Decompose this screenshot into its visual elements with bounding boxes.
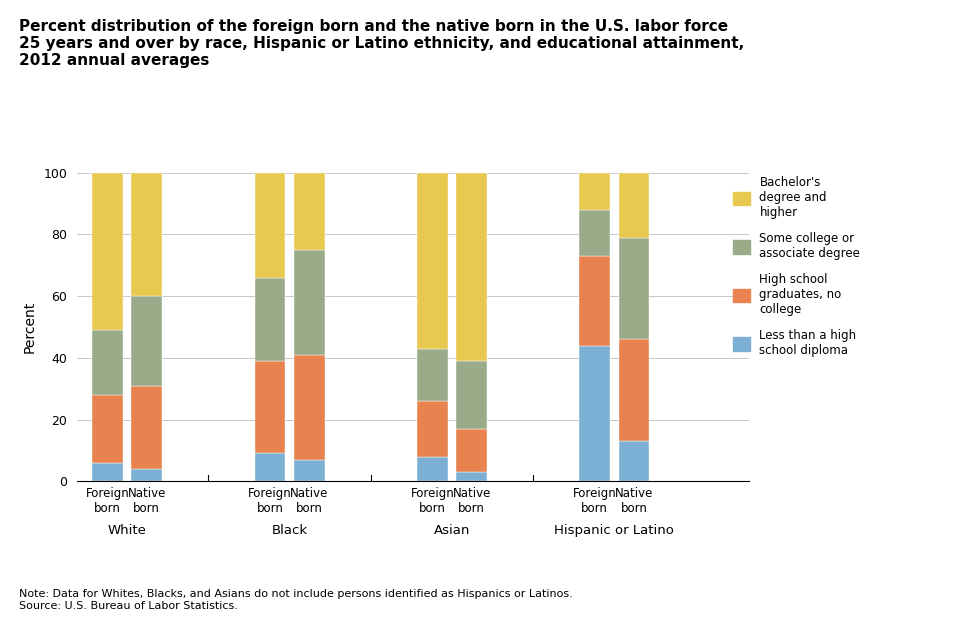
Bar — [456, 361, 487, 429]
Bar — [580, 173, 611, 210]
Bar — [254, 361, 285, 453]
Legend: Bachelor's
degree and
higher, Some college or
associate degree, High school
grad: Bachelor's degree and higher, Some colle… — [730, 173, 864, 360]
Text: Black: Black — [272, 524, 307, 537]
Bar — [92, 330, 123, 395]
Bar — [618, 238, 649, 339]
Bar — [294, 460, 324, 481]
Bar — [294, 250, 324, 355]
Bar — [417, 457, 447, 481]
Bar — [254, 173, 285, 278]
Bar — [254, 278, 285, 361]
Bar — [456, 429, 487, 472]
Bar — [580, 346, 611, 481]
Bar — [132, 469, 162, 481]
Text: Hispanic or Latino: Hispanic or Latino — [555, 524, 674, 537]
Text: Percent distribution of the foreign born and the native born in the U.S. labor f: Percent distribution of the foreign born… — [19, 19, 744, 68]
Bar — [132, 173, 162, 296]
Bar — [580, 256, 611, 346]
Y-axis label: Percent: Percent — [22, 301, 36, 353]
Bar — [132, 386, 162, 469]
Bar — [618, 339, 649, 441]
Bar — [132, 296, 162, 386]
Text: Note: Data for Whites, Blacks, and Asians do not include persons identified as H: Note: Data for Whites, Blacks, and Asian… — [19, 589, 573, 611]
Bar — [618, 173, 649, 238]
Bar — [618, 441, 649, 481]
Bar — [92, 395, 123, 463]
Text: Asian: Asian — [434, 524, 470, 537]
Bar — [580, 210, 611, 256]
Bar — [417, 401, 447, 457]
Bar — [294, 173, 324, 250]
Bar — [254, 453, 285, 481]
Bar — [417, 349, 447, 401]
Bar — [92, 173, 123, 330]
Bar — [417, 173, 447, 349]
Bar — [456, 472, 487, 481]
Bar — [456, 173, 487, 361]
Text: White: White — [108, 524, 147, 537]
Bar — [92, 463, 123, 481]
Bar — [294, 355, 324, 460]
